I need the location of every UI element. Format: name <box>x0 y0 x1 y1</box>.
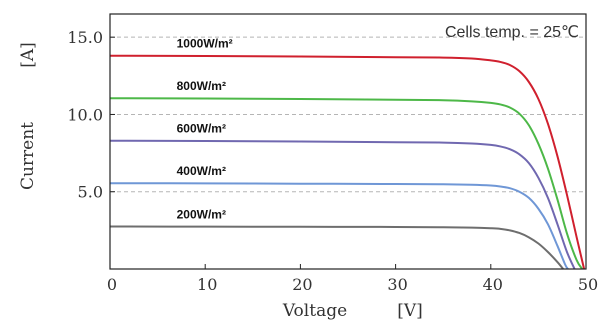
x-tick-label: 0 <box>107 275 117 294</box>
series-line <box>109 139 576 270</box>
series-label: 400W/m² <box>177 164 226 178</box>
series-labels: 1000W/m² 800W/m² 600W/m² 400W/m² 200W/m² <box>177 37 233 222</box>
y-tick-label: 5.0 <box>78 183 103 202</box>
x-tick-label: 40 <box>483 275 503 294</box>
y-axis-label: Current <box>18 122 38 190</box>
y-tick-label: 10.0 <box>67 105 103 124</box>
series-label: 1000W/m² <box>177 37 233 51</box>
x-tick-label: 10 <box>197 275 217 294</box>
y-ticks: 5.0 10.0 15.0 <box>67 28 115 202</box>
grid-lines <box>110 36 586 193</box>
x-tick-label: 30 <box>387 275 407 294</box>
series-lines <box>109 54 586 270</box>
series-line <box>109 54 586 270</box>
x-axis-unit: [V] <box>397 301 423 321</box>
x-axis-label: Voltage <box>282 301 347 321</box>
x-tick-label: 50 <box>578 275 598 294</box>
series-label: 200W/m² <box>177 208 226 222</box>
series-line <box>109 182 569 270</box>
series-line <box>109 225 564 270</box>
plot-frame <box>109 13 587 270</box>
x-ticks: 0 10 20 30 40 50 <box>107 264 598 294</box>
y-tick-label: 15.0 <box>67 28 103 47</box>
y-axis-unit: [A] <box>18 42 38 68</box>
series-label: 800W/m² <box>177 79 226 93</box>
series-line <box>109 97 584 270</box>
temperature-annotation: Cells temp. = 25℃ <box>445 24 579 41</box>
x-tick-label: 20 <box>292 275 312 294</box>
series-label: 600W/m² <box>177 122 226 136</box>
